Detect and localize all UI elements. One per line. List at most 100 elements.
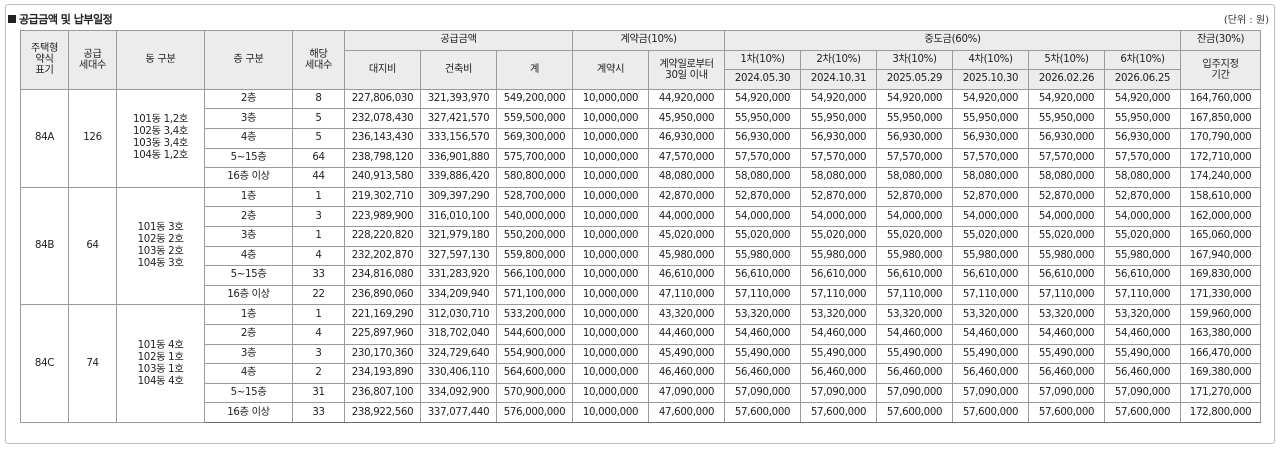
cell-land: 225,897,960 [344,323,421,345]
table-row: 3층 1 228,220,820 321,979,180 550,200,000 10,0… [21,225,1262,247]
cell-within-30-days: 46,460,000 [648,363,726,384]
cell-middle-payment: 57,600,000 [952,402,1030,423]
header-middle-payment: 중도금(60%) [724,30,1182,51]
cell-at-contract: 10,000,000 [572,167,650,188]
cell-middle-payment: 57,600,000 [800,402,878,423]
cell-balance: 169,830,000 [1180,265,1262,286]
cell-building: 333,156,570 [420,127,497,149]
cell-middle-payment: 54,920,000 [800,88,878,110]
cell-middle-payment: 55,950,000 [1104,108,1182,129]
cell-middle-payment: 52,870,000 [1104,186,1182,208]
cell-middle-payment: 57,090,000 [1104,382,1182,404]
cell-middle-payment: 54,000,000 [1028,206,1106,227]
cell-middle-payment: 54,920,000 [1028,88,1106,110]
cell-at-contract: 10,000,000 [572,382,650,404]
cell-at-contract: 10,000,000 [572,265,650,286]
cell-type: 84A [20,88,69,188]
cell-middle-payment: 54,000,000 [1104,206,1182,227]
cell-middle-payment: 57,600,000 [1028,402,1106,423]
cell-units: 5 [292,127,345,149]
cell-at-contract: 10,000,000 [572,127,650,149]
cell-middle-payment: 55,980,000 [800,245,878,267]
cell-middle-payment: 53,320,000 [1104,304,1182,325]
cell-building: 337,077,440 [420,402,497,423]
header-type: 주택형 약식 표기 [20,30,69,90]
cell-middle-payment: 54,920,000 [876,88,954,110]
cell-middle-payment: 57,090,000 [876,382,954,404]
cell-middle-payment: 55,980,000 [952,245,1030,267]
cell-units: 3 [292,343,345,365]
cell-building: 331,283,920 [420,265,497,286]
cell-middle-payment: 56,930,000 [800,127,878,149]
header-within-30-days: 계약일로부터 30일 이내 [648,49,726,90]
cell-units: 44 [292,167,345,188]
cell-floor: 4층 [204,245,293,267]
header-building: 건축비 [420,49,497,90]
cell-middle-payment: 52,870,000 [800,186,878,208]
cell-balance: 172,710,000 [1180,147,1262,169]
cell-at-contract: 10,000,000 [572,363,650,384]
header-installment-date: 2024.10.31 [800,69,878,90]
cell-units: 64 [292,147,345,169]
unit-note: (단위 : 원) [1223,15,1269,26]
header-land: 대지비 [344,49,421,90]
cell-at-contract: 10,000,000 [572,343,650,365]
cell-middle-payment: 54,920,000 [724,88,802,110]
cell-floor: 5~15층 [204,147,293,169]
cell-floor: 5~15층 [204,265,293,286]
cell-at-contract: 10,000,000 [572,88,650,110]
header-floor: 층 구분 [204,30,293,90]
cell-total: 566,100,000 [495,265,574,286]
table-row: 84C 74 101동 4호 102동 1호 103동 1호 104동 4호 1층 1 2… [20,304,1262,423]
cell-units: 4 [292,323,345,345]
cell-building: 334,092,900 [420,382,497,404]
cell-middle-payment: 53,320,000 [800,304,878,325]
table-row: 2층 4 225,897,960 318,702,040 544,600,000 10,0… [21,323,1262,345]
cell-middle-payment: 56,930,000 [1028,127,1106,149]
cell-middle-payment: 57,570,000 [876,147,954,169]
header-installment-name: 4차(10%) [952,49,1030,71]
cell-within-30-days: 46,610,000 [648,265,726,286]
cell-middle-payment: 56,610,000 [1104,265,1182,286]
cell-floor: 16층 이상 [204,167,293,188]
cell-middle-payment: 55,020,000 [1104,225,1182,247]
cell-balance: 162,000,000 [1180,206,1262,227]
header-installment-date: 2026.06.25 [1104,69,1182,90]
cell-middle-payment: 56,930,000 [876,127,954,149]
header-at-contract: 계약시 [572,49,650,90]
cell-within-30-days: 47,110,000 [648,284,726,306]
cell-floor: 16층 이상 [204,284,293,306]
cell-middle-payment: 54,000,000 [876,206,954,227]
cell-dongs: 101동 4호 102동 1호 103동 1호 104동 4호 [116,304,205,423]
cell-middle-payment: 57,570,000 [724,147,802,169]
table-row: 5~15층 64 238,798,120 336,901,880 575,700,000… [21,147,1262,169]
cell-land: 232,078,430 [344,108,421,129]
cell-at-contract: 10,000,000 [572,245,650,267]
cell-units: 2 [292,363,345,384]
cell-middle-payment: 55,490,000 [876,343,954,365]
cell-middle-payment: 57,570,000 [952,147,1030,169]
cell-middle-payment: 53,320,000 [1028,304,1106,325]
cell-middle-payment: 52,870,000 [952,186,1030,208]
cell-total: 576,000,000 [495,402,574,423]
cell-middle-payment: 55,980,000 [1028,245,1106,267]
header-deposit: 계약금(10%) [572,30,726,51]
cell-middle-payment: 57,090,000 [1028,382,1106,404]
cell-middle-payment: 55,980,000 [724,245,802,267]
cell-middle-payment: 58,080,000 [724,167,802,188]
cell-at-contract: 10,000,000 [572,225,650,247]
cell-building: 334,209,940 [420,284,497,306]
cell-land: 238,922,560 [344,402,421,423]
table-row: 5~15층 31 236,807,100 334,092,900 570,900,000… [21,382,1262,404]
cell-at-contract: 10,000,000 [572,284,650,306]
cell-middle-payment: 56,610,000 [876,265,954,286]
table-row: 3층 5 232,078,430 327,421,570 559,500,000 10,0… [21,108,1262,129]
cell-dongs: 101동 3호 102동 2호 103동 2호 104동 3호 [116,186,205,306]
cell-within-30-days: 45,020,000 [648,225,726,247]
cell-within-30-days: 46,930,000 [648,127,726,149]
cell-middle-payment: 56,460,000 [1104,363,1182,384]
cell-middle-payment: 57,110,000 [876,284,954,306]
cell-at-contract: 10,000,000 [572,108,650,129]
cell-middle-payment: 54,000,000 [724,206,802,227]
header-installment-date: 2025.05.29 [876,69,954,90]
